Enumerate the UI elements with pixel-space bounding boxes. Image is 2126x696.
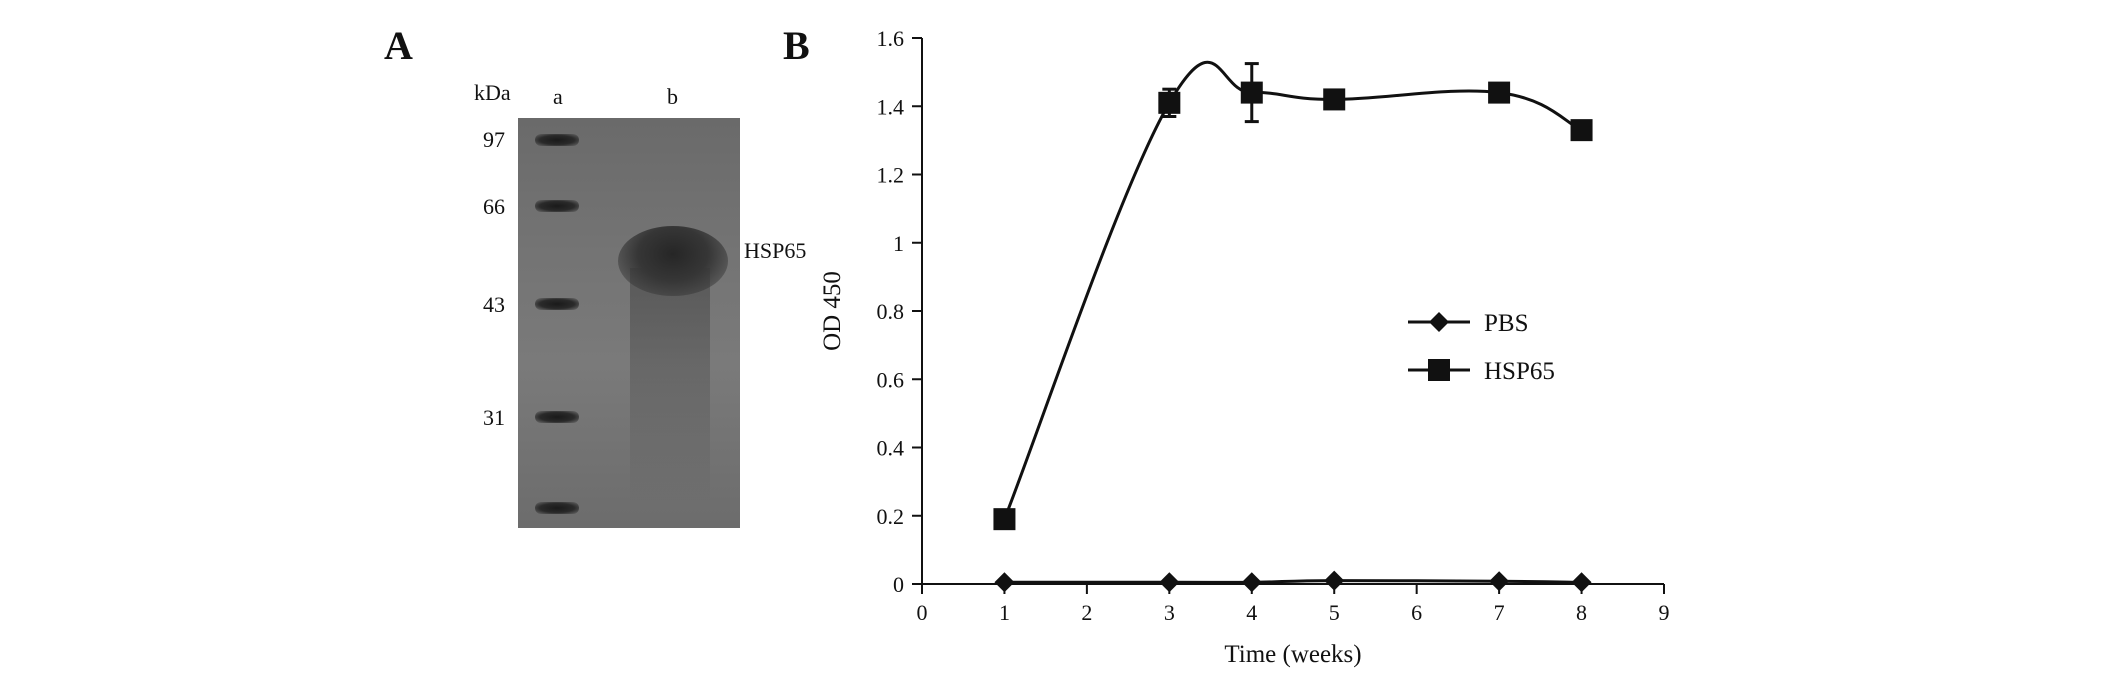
y-tick-label: 1.2: [877, 163, 905, 188]
data-point-pbs: [1324, 570, 1345, 591]
ladder-band-31: [535, 411, 579, 423]
data-point-pbs: [994, 572, 1015, 593]
series-line-hsp65: [1003, 60, 1583, 520]
gel-unit-label: kDa: [474, 80, 511, 105]
data-point-pbs: [1489, 571, 1510, 592]
sample-smear: [630, 268, 710, 508]
data-point-hsp65: [1323, 88, 1346, 111]
gel-band-label: HSP65: [744, 238, 807, 263]
marker-label-31: 31: [483, 405, 505, 430]
sample-band-hsp65: [618, 226, 728, 296]
legend-label-pbs: PBS: [1484, 310, 1528, 337]
legend-label-hsp65: HSP65: [1484, 358, 1555, 385]
y-tick-label: 0.8: [877, 299, 905, 324]
x-tick-label: 8: [1576, 600, 1587, 625]
legend-marker-hsp65: [1428, 359, 1450, 381]
data-point-hsp65: [1240, 81, 1263, 104]
marker-label-66: 66: [483, 194, 505, 219]
gel-image: [518, 118, 740, 528]
gel-lane-label-b: b: [667, 84, 678, 109]
x-axis-title: Time (weeks): [1224, 641, 1361, 668]
y-tick-label: 0.4: [877, 436, 905, 461]
gel-lane-label-a: a: [553, 84, 563, 109]
ladder-band-bottom: [535, 502, 579, 514]
y-axis-title: OD 450: [819, 271, 846, 351]
ladder-band-66: [535, 200, 579, 212]
x-tick-label: 5: [1329, 600, 1340, 625]
x-tick-label: 1: [999, 600, 1010, 625]
x-tick-label: 4: [1246, 600, 1257, 625]
marker-label-97: 97: [483, 127, 505, 152]
data-point-hsp65: [1570, 119, 1593, 142]
x-tick-label: 2: [1081, 600, 1092, 625]
ladder-band-43: [535, 298, 579, 310]
data-point-pbs: [1159, 572, 1180, 593]
marker-label-43: 43: [483, 292, 505, 317]
x-tick-label: 6: [1411, 600, 1422, 625]
data-point-hsp65: [993, 508, 1016, 531]
x-tick-label: 0: [917, 600, 928, 625]
data-point-pbs: [1571, 572, 1592, 593]
y-tick-label: 1.4: [877, 94, 905, 119]
x-tick-label: 7: [1494, 600, 1505, 625]
y-tick-label: 1: [893, 231, 904, 256]
data-point-hsp65: [1488, 81, 1511, 104]
legend-marker-pbs: [1429, 312, 1449, 332]
panel-a-label: A: [384, 23, 413, 68]
ladder-band-97: [535, 134, 579, 146]
y-tick-label: 1.6: [877, 26, 905, 51]
data-point-hsp65: [1158, 91, 1181, 114]
data-point-pbs: [1241, 572, 1262, 593]
y-tick-label: 0.6: [877, 367, 905, 392]
y-tick-label: 0: [893, 572, 904, 597]
y-tick-label: 0.2: [877, 504, 905, 529]
x-tick-label: 9: [1659, 600, 1670, 625]
panel-b-label: B: [783, 23, 810, 68]
x-tick-label: 3: [1164, 600, 1175, 625]
